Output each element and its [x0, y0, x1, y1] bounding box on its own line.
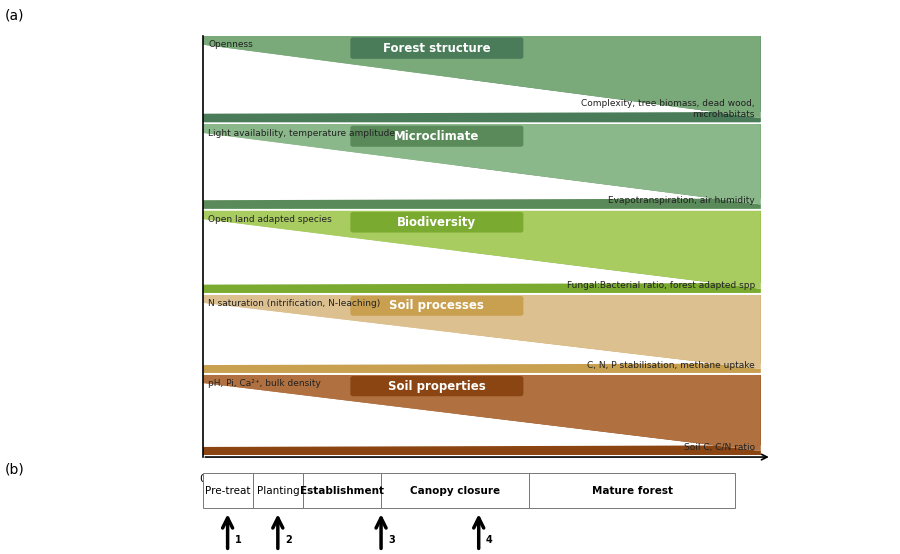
Text: 1: 1	[235, 535, 241, 545]
FancyBboxPatch shape	[350, 296, 523, 316]
Text: N saturation (nitrification, N-leaching): N saturation (nitrification, N-leaching)	[208, 299, 381, 308]
FancyBboxPatch shape	[350, 126, 523, 147]
Polygon shape	[202, 36, 760, 118]
Text: Pre-treat: Pre-treat	[205, 485, 250, 496]
Polygon shape	[202, 295, 760, 373]
Polygon shape	[202, 45, 760, 118]
FancyBboxPatch shape	[350, 376, 523, 396]
Text: Openness: Openness	[208, 40, 253, 49]
Bar	[202, 211, 760, 293]
Polygon shape	[202, 302, 760, 369]
FancyBboxPatch shape	[350, 37, 523, 59]
FancyBboxPatch shape	[350, 212, 523, 233]
Polygon shape	[202, 133, 760, 204]
Text: Mature forest: Mature forest	[591, 485, 672, 496]
Bar	[202, 295, 760, 373]
Text: Soil C, C/N ratio: Soil C, C/N ratio	[684, 443, 755, 452]
Text: 4: 4	[486, 535, 492, 545]
Bar	[303, 473, 381, 508]
Text: Microclimate: Microclimate	[394, 130, 480, 143]
Bar	[202, 36, 760, 122]
Text: Planting: Planting	[256, 485, 299, 496]
Polygon shape	[202, 295, 760, 369]
Text: 0: 0	[199, 474, 206, 484]
Text: Soil properties: Soil properties	[388, 379, 486, 393]
Text: pH, Pi, Ca²⁺, bulk density: pH, Pi, Ca²⁺, bulk density	[208, 379, 321, 388]
Bar	[381, 473, 529, 508]
Bar	[529, 473, 735, 508]
Text: C, N, P stabilisation, methane uptake: C, N, P stabilisation, methane uptake	[587, 361, 755, 370]
Text: 3: 3	[388, 535, 395, 545]
Text: Complexity, tree biomass, dead wood,
microhabitats: Complexity, tree biomass, dead wood, mic…	[581, 100, 755, 119]
Text: 2: 2	[285, 535, 292, 545]
Polygon shape	[202, 375, 760, 455]
Bar	[202, 375, 760, 455]
Text: (b): (b)	[4, 463, 24, 476]
Bar	[253, 473, 303, 508]
Text: Canopy closure: Canopy closure	[410, 485, 500, 496]
Text: Establishment: Establishment	[300, 485, 384, 496]
Polygon shape	[202, 125, 760, 204]
Polygon shape	[202, 383, 760, 451]
Polygon shape	[202, 375, 760, 451]
Polygon shape	[202, 211, 760, 289]
Text: Open land adapted species: Open land adapted species	[208, 215, 332, 224]
Text: Fungal:Bacterial ratio, forest adapted spp: Fungal:Bacterial ratio, forest adapted s…	[567, 280, 755, 290]
Text: Soil processes: Soil processes	[390, 299, 484, 312]
Polygon shape	[202, 36, 760, 122]
Text: Biodiversity: Biodiversity	[397, 216, 476, 229]
Polygon shape	[202, 125, 760, 209]
Bar	[202, 473, 253, 508]
Text: (a): (a)	[4, 8, 24, 22]
Text: Light availability, temperature amplitude: Light availability, temperature amplitud…	[208, 129, 395, 137]
Text: Development over time: Development over time	[416, 491, 547, 501]
Text: Forest structure: Forest structure	[383, 42, 490, 55]
Text: Evapotranspiration, air humidity: Evapotranspiration, air humidity	[608, 196, 755, 206]
Polygon shape	[202, 211, 760, 293]
Polygon shape	[202, 219, 760, 289]
Bar	[202, 125, 760, 209]
